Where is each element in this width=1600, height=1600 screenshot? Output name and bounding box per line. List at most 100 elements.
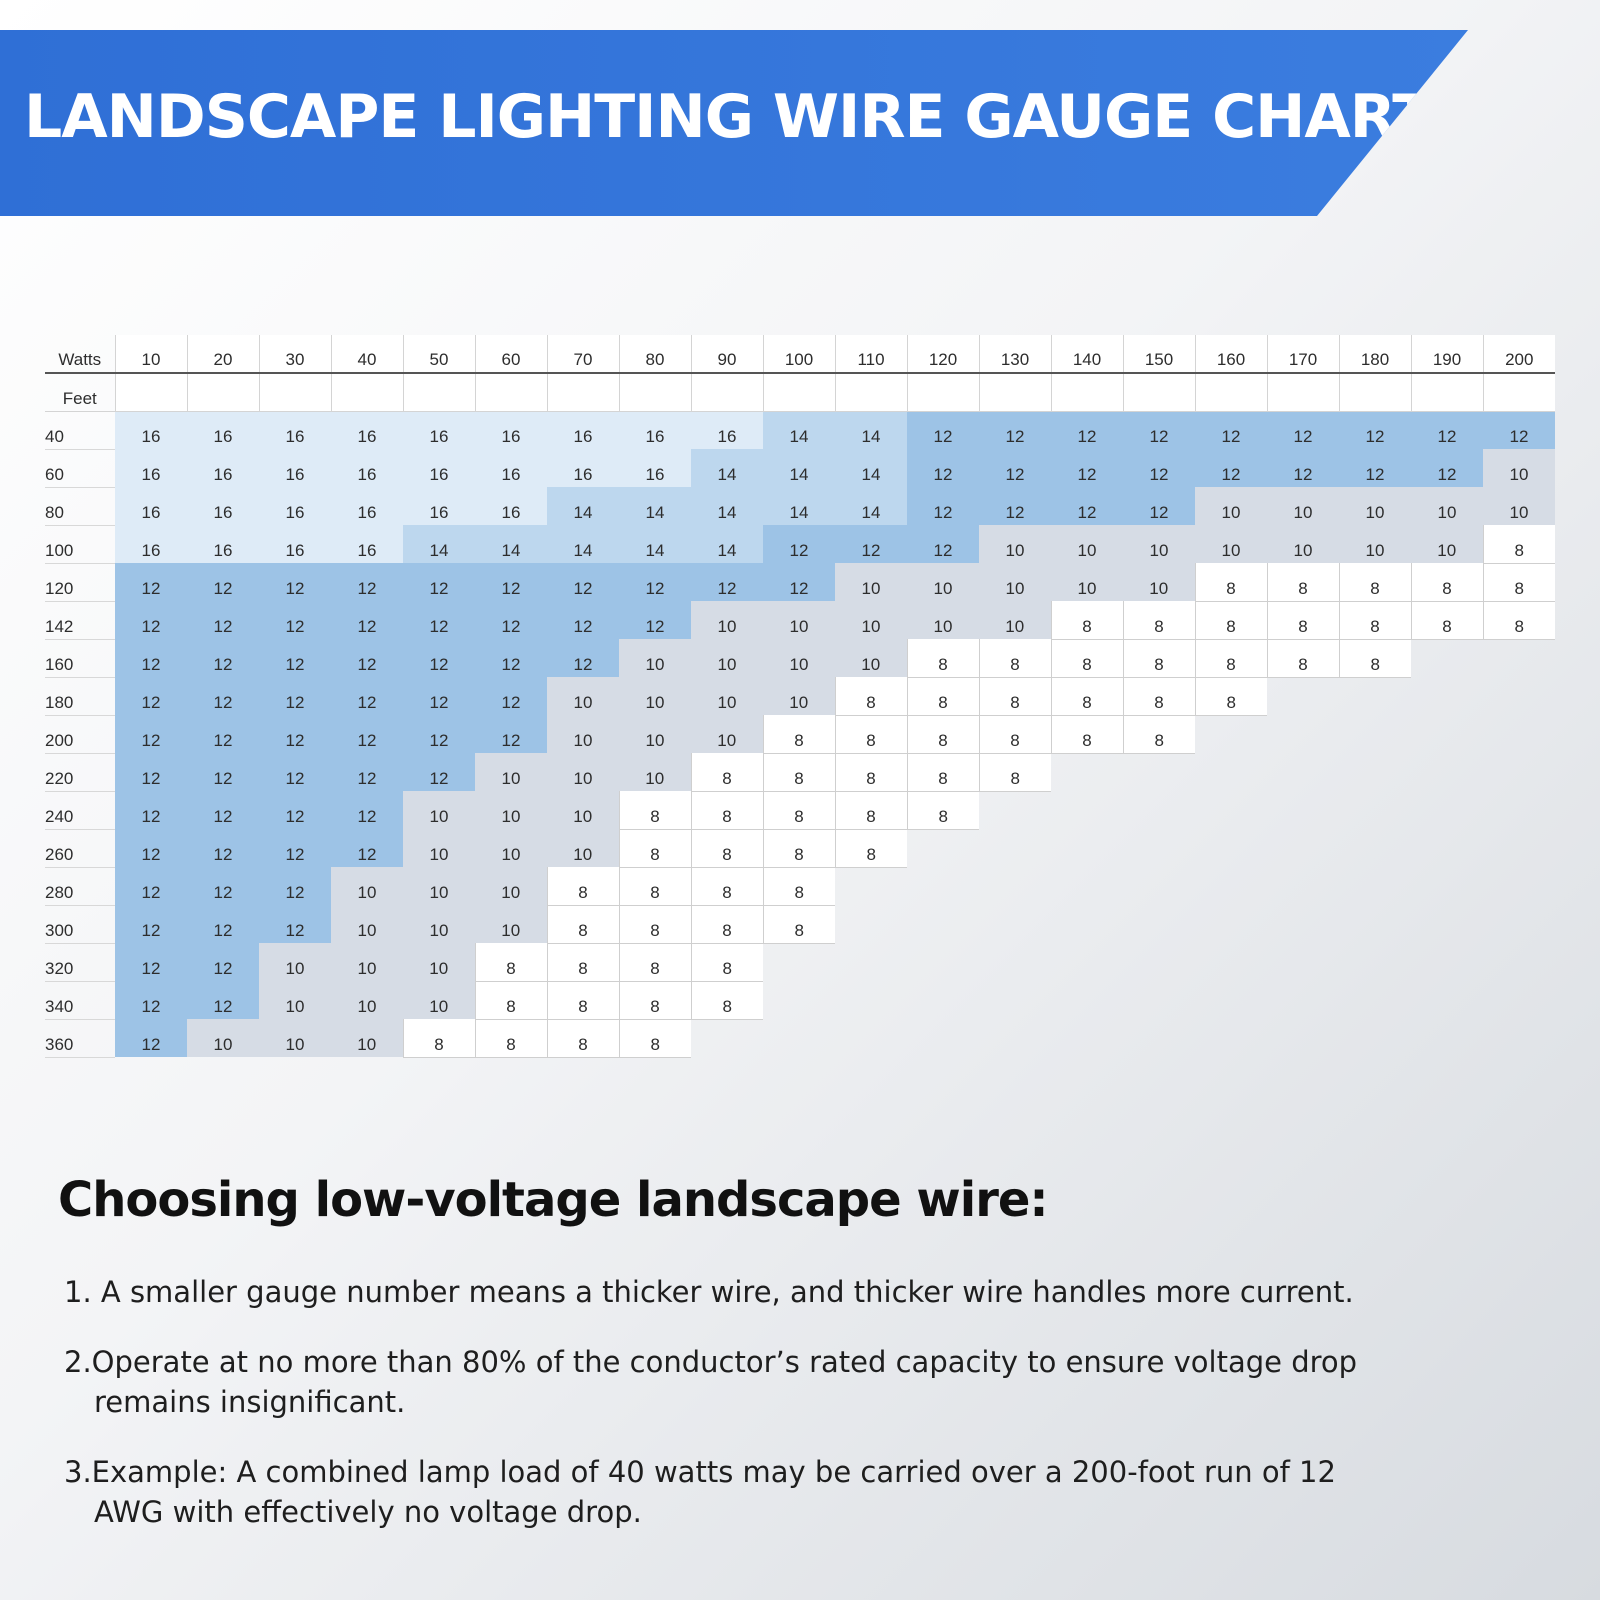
- gauge-cell: 10: [547, 677, 619, 715]
- gauge-cell: 10: [331, 981, 403, 1019]
- gauge-cell: 10: [403, 867, 475, 905]
- gauge-cell: 16: [547, 449, 619, 487]
- empty-cell: [1339, 1019, 1411, 1057]
- gauge-cell: 10: [1339, 525, 1411, 563]
- gauge-cell: 10: [835, 563, 907, 601]
- note-item-2: 2.Operate at no more than 80% of the con…: [64, 1342, 1508, 1422]
- empty-cell: [1123, 943, 1195, 981]
- empty-cell: [1339, 791, 1411, 829]
- gauge-cell: 12: [907, 449, 979, 487]
- feet-tick-label: 200: [45, 715, 115, 754]
- gauge-cell: 12: [403, 677, 475, 715]
- empty-cell: [1195, 715, 1267, 753]
- table-row: 280 12 12 12 10 10 10 8 8 8 8: [45, 867, 1555, 906]
- gauge-cell: 10: [1267, 525, 1339, 563]
- gauge-cell: 10: [619, 677, 691, 715]
- table-row: 360 12 10 10 10 8 8 8 8: [45, 1019, 1555, 1058]
- empty-cell: [1051, 1019, 1123, 1057]
- blank-header-cell: [690, 373, 763, 412]
- gauge-cell: 12: [259, 867, 331, 905]
- watts-tick-label: 60: [474, 335, 547, 374]
- table-row: 220 12 12 12 12 12 10 10 10 8 8 8 8 8: [45, 753, 1555, 792]
- gauge-cell: 16: [187, 487, 259, 525]
- gauge-cell: 8: [1266, 639, 1339, 678]
- empty-cell: [763, 981, 835, 1019]
- gauge-cell: 10: [691, 677, 763, 715]
- gauge-cell: 12: [115, 715, 187, 753]
- empty-cell: [1339, 943, 1411, 981]
- gauge-cell: 12: [331, 791, 403, 829]
- blank-header-cell: [1194, 373, 1267, 412]
- feet-tick-label: 320: [45, 943, 115, 982]
- empty-cell: [1483, 677, 1555, 715]
- empty-cell: [1411, 1019, 1483, 1057]
- gauge-cell: 14: [835, 449, 907, 487]
- empty-cell: [1195, 867, 1267, 905]
- gauge-cell: 8: [1050, 715, 1123, 754]
- feet-tick-label: 360: [45, 1019, 115, 1058]
- watts-tick-label: 10: [114, 335, 187, 374]
- gauge-cell: 12: [763, 525, 835, 563]
- blank-header-cell: [330, 373, 403, 412]
- gauge-cell: 12: [907, 487, 979, 525]
- gauge-cell: 8: [1410, 601, 1483, 640]
- gauge-cell: 8: [1410, 563, 1483, 602]
- gauge-cell: 10: [475, 867, 547, 905]
- blank-header-cell: [402, 373, 475, 412]
- gauge-cell: 12: [259, 905, 331, 943]
- feet-tick-label: 40: [45, 411, 115, 450]
- empty-cell: [1483, 943, 1555, 981]
- gauge-cell: 12: [115, 601, 187, 639]
- watts-tick-label: 170: [1266, 335, 1339, 374]
- feet-header-row: Feet: [45, 373, 1555, 412]
- notes-heading: Choosing low-voltage landscape wire:: [58, 1172, 1049, 1228]
- empty-cell: [1051, 905, 1123, 943]
- gauge-cell: 8: [546, 867, 619, 906]
- empty-cell: [1051, 829, 1123, 867]
- blank-header-cell: [618, 373, 691, 412]
- page-title: LANDSCAPE LIGHTING WIRE GAUGE CHART: [24, 82, 1433, 152]
- gauge-cell: 8: [1194, 601, 1267, 640]
- empty-cell: [979, 905, 1051, 943]
- empty-cell: [691, 1019, 763, 1057]
- gauge-cell: 8: [690, 867, 763, 906]
- blank-header-cell: [762, 373, 835, 412]
- gauge-cell: 12: [187, 753, 259, 791]
- gauge-cell: 12: [403, 563, 475, 601]
- gauge-cell: 14: [619, 487, 691, 525]
- gauge-cell: 12: [115, 829, 187, 867]
- watts-tick-label: 130: [978, 335, 1051, 374]
- table-row: 260 12 12 12 12 10 10 10 8 8 8 8: [45, 829, 1555, 868]
- gauge-cell: 12: [115, 943, 187, 981]
- empty-cell: [1051, 943, 1123, 981]
- gauge-cell: 8: [906, 715, 979, 754]
- empty-cell: [1051, 867, 1123, 905]
- empty-cell: [1195, 1019, 1267, 1057]
- gauge-cell: 14: [691, 449, 763, 487]
- gauge-cell: 12: [1123, 411, 1195, 449]
- gauge-cell: 10: [547, 829, 619, 867]
- gauge-cell: 12: [259, 753, 331, 791]
- gauge-cell: 12: [187, 601, 259, 639]
- gauge-cell: 8: [474, 943, 547, 982]
- note-item-3-line-1: 3.Example: A combined lamp load of 40 wa…: [64, 1455, 1336, 1489]
- gauge-cell: 8: [1050, 601, 1123, 640]
- empty-cell: [1339, 867, 1411, 905]
- gauge-cell: 12: [259, 639, 331, 677]
- watts-tick-label: 110: [834, 335, 907, 374]
- empty-cell: [1483, 905, 1555, 943]
- empty-cell: [1123, 791, 1195, 829]
- gauge-cell: 12: [1339, 411, 1411, 449]
- gauge-cell: 16: [475, 487, 547, 525]
- gauge-cell: 12: [187, 943, 259, 981]
- feet-tick-label: 340: [45, 981, 115, 1020]
- empty-cell: [907, 829, 979, 867]
- gauge-cell: 16: [115, 411, 187, 449]
- gauge-cell: 10: [619, 639, 691, 677]
- gauge-cell: 14: [619, 525, 691, 563]
- empty-cell: [1339, 905, 1411, 943]
- gauge-cell: 10: [907, 563, 979, 601]
- gauge-cell: 12: [331, 639, 403, 677]
- empty-cell: [1267, 905, 1339, 943]
- blank-header-cell: [474, 373, 547, 412]
